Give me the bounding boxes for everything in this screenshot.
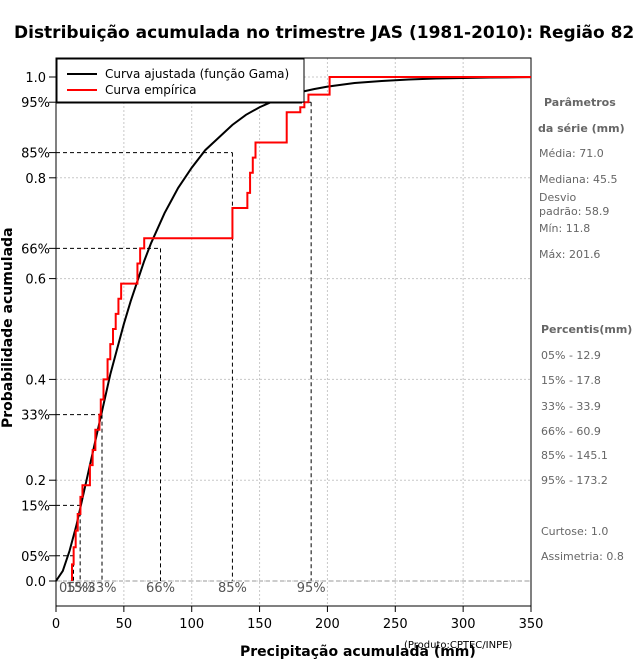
- grid-lines: [56, 58, 531, 606]
- legend: Curva ajustada (função Gama) Curva empír…: [56, 58, 305, 103]
- percentile-x-label: 66%: [146, 581, 175, 596]
- percentile-x-label: 05%: [59, 581, 88, 596]
- params-subtitle: da série (mm): [538, 122, 625, 135]
- legend-gamma-label: Curva ajustada (função Gama): [105, 67, 289, 81]
- percentil-33: 33% - 33.9: [541, 400, 601, 413]
- stat-min: Mín: 11.8: [539, 222, 590, 235]
- stat-media: Média: 71.0: [539, 147, 604, 160]
- x-tick-label: 50: [116, 617, 133, 632]
- chart-title: Distribuição acumulada no trimestre JAS …: [14, 23, 634, 43]
- y-axis: 0.0 0.2 0.4 0.6 0.8 1.0: [25, 71, 56, 590]
- y-percentile-label: 95%: [21, 96, 50, 111]
- percentile-x-label: 33%: [88, 581, 117, 596]
- x-tick-label: 300: [451, 617, 476, 632]
- params-title: Parâmetros: [544, 96, 616, 109]
- y-tick-label: 0.0: [25, 575, 46, 590]
- x-tick-label: 100: [179, 617, 204, 632]
- y-tick-label: 1.0: [25, 71, 46, 86]
- y-percentile-label: 05%: [21, 550, 50, 565]
- stat-mediana: Mediana: 45.5: [539, 173, 617, 186]
- y-tick-label: 0.2: [25, 474, 46, 489]
- y-percentile-label: 15%: [21, 499, 50, 514]
- percentile-guides: [56, 101, 531, 582]
- y-percentile-label: 33%: [21, 409, 50, 424]
- y-axis-label: Probabilidade acumulada: [0, 227, 16, 428]
- x-axis-label: Precipitação acumulada (mm): [240, 644, 476, 660]
- y-tick-label: 0.8: [25, 172, 46, 187]
- stat-desvio-line1: Desvio: [539, 191, 577, 204]
- percentil-66: 66% - 60.9: [541, 425, 601, 438]
- y-percentile-label: 85%: [21, 147, 50, 162]
- x-tick-label: 350: [519, 617, 544, 632]
- percentile-x-labels: 05%15%33% 66% 85% 95%: [59, 581, 326, 596]
- x-tick-label: 250: [383, 617, 408, 632]
- plot-frame: [55, 57, 532, 607]
- y-percentile-axis: 05% 15% 33% 66% 85% 95%: [21, 96, 56, 565]
- empirical-line: [71, 76, 531, 581]
- percentil-85: 85% - 145.1: [541, 449, 608, 462]
- percentil-15: 15% - 17.8: [541, 374, 601, 387]
- stat-assimetria: Assimetria: 0.8: [541, 550, 624, 563]
- percentis-title: Percentis(mm): [541, 323, 632, 336]
- y-tick-label: 0.6: [25, 273, 46, 288]
- y-tick-label: 0.4: [25, 373, 46, 388]
- sidebar-percentiles: Percentis(mm) 05% - 12.9 15% - 17.8 33% …: [541, 323, 632, 563]
- percentile-x-label: 85%: [218, 581, 247, 596]
- product-credit: (Produto:CPTEC/INPE): [404, 640, 512, 651]
- x-tick-label: 0: [52, 617, 60, 632]
- sidebar-parameters: Parâmetros da série (mm) Média: 71.0 Med…: [538, 96, 625, 261]
- legend-box: [56, 58, 305, 103]
- percentil-95: 95% - 173.2: [541, 474, 608, 487]
- percentil-05: 05% - 12.9: [541, 349, 601, 362]
- percentile-x-label: 95%: [297, 581, 326, 596]
- y-percentile-label: 66%: [21, 242, 50, 257]
- percentile-x-label: 15%: [66, 581, 95, 596]
- stat-curtose: Curtose: 1.0: [541, 525, 608, 538]
- stat-desvio-line2: padrão: 58.9: [539, 205, 609, 218]
- x-tick-label: 150: [247, 617, 272, 632]
- x-tick-label: 200: [315, 617, 340, 632]
- stat-max: Máx: 201.6: [539, 248, 600, 261]
- x-axis: 0 50 100 150 200 250 300 350: [52, 605, 544, 632]
- legend-empirical-label: Curva empírica: [105, 83, 196, 97]
